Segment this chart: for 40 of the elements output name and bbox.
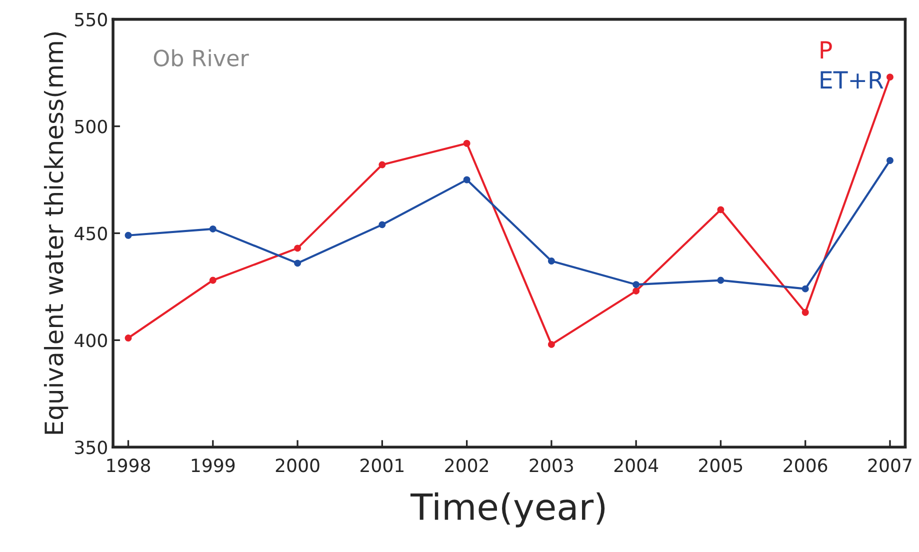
point [209, 225, 216, 232]
point [632, 288, 640, 294]
x-tick-label: 1999 [192, 458, 235, 472]
y-tick-label: 400 [74, 334, 107, 348]
x-tick-label: 2000 [276, 458, 320, 472]
point [717, 206, 724, 214]
x-tick-label: 2004 [614, 458, 658, 472]
point [294, 244, 302, 252]
point [124, 334, 132, 342]
point [209, 276, 216, 284]
x-tick-label: 2002 [445, 458, 488, 472]
x-tick-label: 2006 [784, 458, 828, 472]
x-axis-title: Time(year) [410, 492, 605, 528]
y-tick-label: 550 [75, 12, 107, 26]
y-tick-label: 500 [75, 120, 107, 134]
y-axis-title: Equivalent water thickness(mm) [44, 32, 68, 434]
y-tick-label: 350 [75, 440, 107, 454]
point [802, 308, 809, 316]
point [548, 258, 555, 264]
x-tick-label: 2007 [868, 458, 912, 472]
point [463, 140, 470, 147]
point [294, 260, 302, 267]
point [632, 281, 640, 288]
x-tick-label: 2003 [530, 458, 573, 472]
point [378, 161, 386, 168]
point [717, 276, 724, 284]
point [378, 221, 386, 228]
annotation: Ob River [154, 49, 249, 66]
x-tick-label: 2005 [699, 458, 742, 472]
x-tick-label: 1998 [107, 458, 150, 472]
text: P [820, 41, 832, 59]
point [802, 285, 809, 292]
point [886, 157, 894, 164]
text: ET+R [820, 71, 884, 88]
point [886, 74, 894, 81]
point [463, 176, 470, 184]
point [548, 340, 555, 348]
x-tick-label: 2001 [360, 458, 404, 472]
y-tick-label: 450 [74, 226, 107, 240]
point [124, 232, 132, 239]
